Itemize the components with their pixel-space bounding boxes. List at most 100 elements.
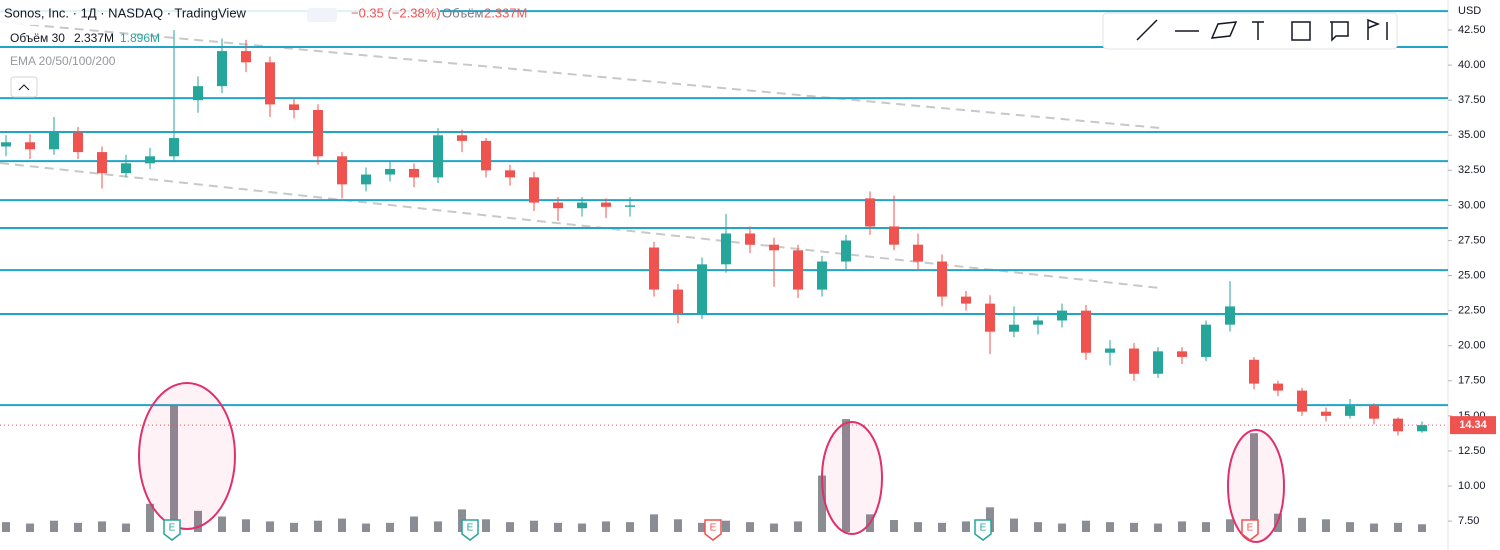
tool-flag[interactable] [1367, 18, 1388, 40]
candle-body [121, 163, 131, 174]
candle-body [25, 142, 35, 150]
symbol-title: Sonos, Inc. · 1Д · NASDAQ · TradingView [4, 5, 247, 20]
tool-line[interactable] [1136, 19, 1158, 41]
candle-body [985, 303, 995, 332]
volume-bar [698, 522, 706, 532]
volume-bar [434, 521, 442, 532]
volume-bar [1250, 433, 1258, 532]
candle-body [73, 132, 83, 153]
volume-bar [1394, 522, 1402, 532]
drawing-toolbar [1102, 12, 1398, 50]
y-tick-label: 20.00 [1458, 340, 1486, 352]
y-tick-label: 35.00 [1458, 129, 1486, 141]
candle-body [1249, 359, 1259, 384]
volume-bar [674, 519, 682, 532]
earnings-label: E [169, 523, 176, 534]
candle-body [457, 135, 467, 141]
volume-bar [794, 521, 802, 532]
earnings-marker [461, 519, 479, 541]
candle-body [1201, 324, 1211, 357]
candle-body [241, 51, 251, 63]
candle-body [505, 170, 515, 178]
price-change: −0.35 (−2.38%) [351, 5, 441, 20]
volume-bar [1178, 521, 1186, 532]
volume-bar [602, 521, 610, 532]
candle-body [1033, 320, 1043, 325]
volume-bar [842, 419, 850, 532]
volume-bar [1322, 519, 1330, 532]
candle-body [817, 261, 827, 290]
candle-body [1321, 411, 1331, 416]
candle-body [745, 233, 755, 245]
volume-bar [26, 523, 34, 532]
candle-body [697, 264, 707, 314]
volume-bar [554, 522, 562, 532]
tool-callout[interactable] [1330, 21, 1349, 42]
candle-body [1369, 406, 1379, 419]
earnings-label: E [710, 523, 717, 534]
collapse-button[interactable] [10, 76, 38, 98]
toolbar-bg [1102, 12, 1398, 50]
volume-bar [2, 522, 10, 532]
candle-body [361, 174, 371, 185]
candle-body [313, 110, 323, 157]
y-tick-label: 30.00 [1458, 199, 1486, 211]
candle-body [769, 244, 779, 251]
volume-bar [242, 519, 250, 532]
highlight-ellipse [821, 421, 883, 535]
tool-rect[interactable] [1291, 21, 1311, 41]
candle-body [1393, 418, 1403, 432]
currency-label: USD [1458, 5, 1481, 17]
volume-bar [1010, 518, 1018, 532]
candle-body [673, 289, 683, 314]
earnings-label: E [467, 523, 474, 534]
volume-bar [1298, 517, 1306, 532]
earnings-label: E [1247, 523, 1254, 534]
candle-body [193, 86, 203, 101]
volume-bar [98, 521, 106, 532]
volume-bar [410, 516, 418, 532]
vol-ma-label: Объём 30 [10, 31, 65, 45]
collapse-icon [18, 84, 30, 91]
y-tick-label: 27.50 [1458, 234, 1486, 246]
highlight-ellipse [138, 382, 236, 530]
volume-bar [338, 518, 346, 532]
candle-body [385, 168, 395, 175]
volume-bar [1226, 519, 1234, 532]
highlight-ellipse [1227, 429, 1285, 543]
earnings-marker [974, 519, 992, 541]
volume-bar [1346, 522, 1354, 532]
volume-bar [362, 523, 370, 532]
candle-body [913, 244, 923, 262]
volume-bar [170, 405, 178, 532]
volume-bar [746, 522, 754, 532]
candle-body [865, 198, 875, 227]
volume-bar [530, 520, 538, 532]
earnings-marker [163, 519, 181, 541]
tool-channel[interactable] [1210, 21, 1238, 39]
volume-bar [122, 523, 130, 532]
candle-body [169, 138, 179, 157]
volume-bar [1418, 524, 1426, 532]
ema-label: EMA 20/50/100/200 [10, 54, 116, 68]
candle-body [49, 132, 59, 150]
candle-body [1009, 324, 1019, 332]
volume-bar [146, 503, 154, 532]
candle-body [721, 233, 731, 265]
y-tick-label: 22.50 [1458, 305, 1486, 317]
tool-text[interactable] [1252, 21, 1264, 40]
volume-bar [914, 522, 922, 532]
volume-bar [1106, 522, 1114, 532]
volume-value: 2.337M [484, 5, 527, 20]
vol-ma-value: 2.337M [74, 31, 114, 45]
volume-bar [194, 510, 202, 532]
candle-body [1417, 425, 1427, 432]
volume-bar [722, 520, 730, 532]
candle-body [1081, 310, 1091, 353]
candle-body [961, 296, 971, 304]
candle-body [1225, 306, 1235, 325]
volume-bar [218, 516, 226, 532]
candle-body [577, 202, 587, 209]
candle-body [649, 247, 659, 290]
